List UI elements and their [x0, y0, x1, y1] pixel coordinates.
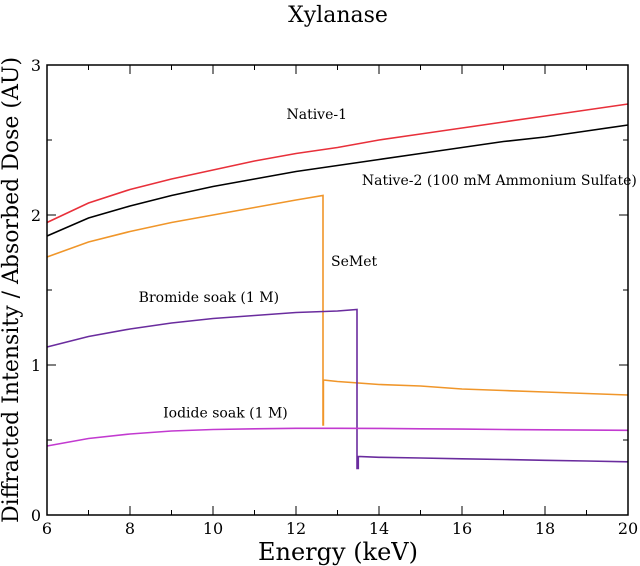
x-tick-label: 12 — [286, 519, 306, 538]
x-tick-label: 18 — [535, 519, 555, 538]
series-annotation: Native-2 (100 mM Ammonium Sulfate) — [362, 173, 637, 189]
x-tick-label: 16 — [452, 519, 472, 538]
series-line-3 — [46, 194, 629, 426]
y-axis-label: Diffracted Intensity / Absorbed Dose (AU… — [0, 57, 24, 523]
x-tick-label: 10 — [203, 519, 223, 538]
y-tick-label: 1 — [31, 356, 41, 375]
series-annotation: SeMet — [331, 254, 377, 270]
series-annotation: Native-1 — [286, 107, 347, 123]
y-tick-label: 0 — [31, 506, 41, 525]
x-axis-ticks: 6 8 10 12 14 16 18 20 — [42, 65, 638, 538]
series-line-2 — [46, 124, 629, 237]
series-line-5 — [46, 427, 629, 447]
plot-frame — [46, 64, 629, 516]
series-line-1 — [46, 103, 629, 224]
series-annotations: Native-1 Native-2 (100 mM Ammonium Sulfat… — [139, 107, 637, 422]
x-tick-label: 8 — [125, 519, 135, 538]
x-tick-label: 20 — [618, 519, 638, 538]
y-axis-ticks: 0 1 2 3 — [31, 56, 628, 525]
x-tick-label: 14 — [369, 519, 389, 538]
y-tick-label: 3 — [31, 56, 41, 75]
series-line-4 — [46, 308, 629, 470]
series-annotation: Iodide soak (1 M) — [163, 406, 288, 422]
x-axis-label: Energy (keV) — [258, 538, 418, 566]
chart-title: Xylanase — [288, 3, 388, 28]
series-layer — [46, 103, 629, 470]
series-annotation: Bromide soak (1 M) — [139, 290, 279, 306]
x-tick-label: 6 — [42, 519, 52, 538]
y-tick-label: 2 — [31, 206, 41, 225]
